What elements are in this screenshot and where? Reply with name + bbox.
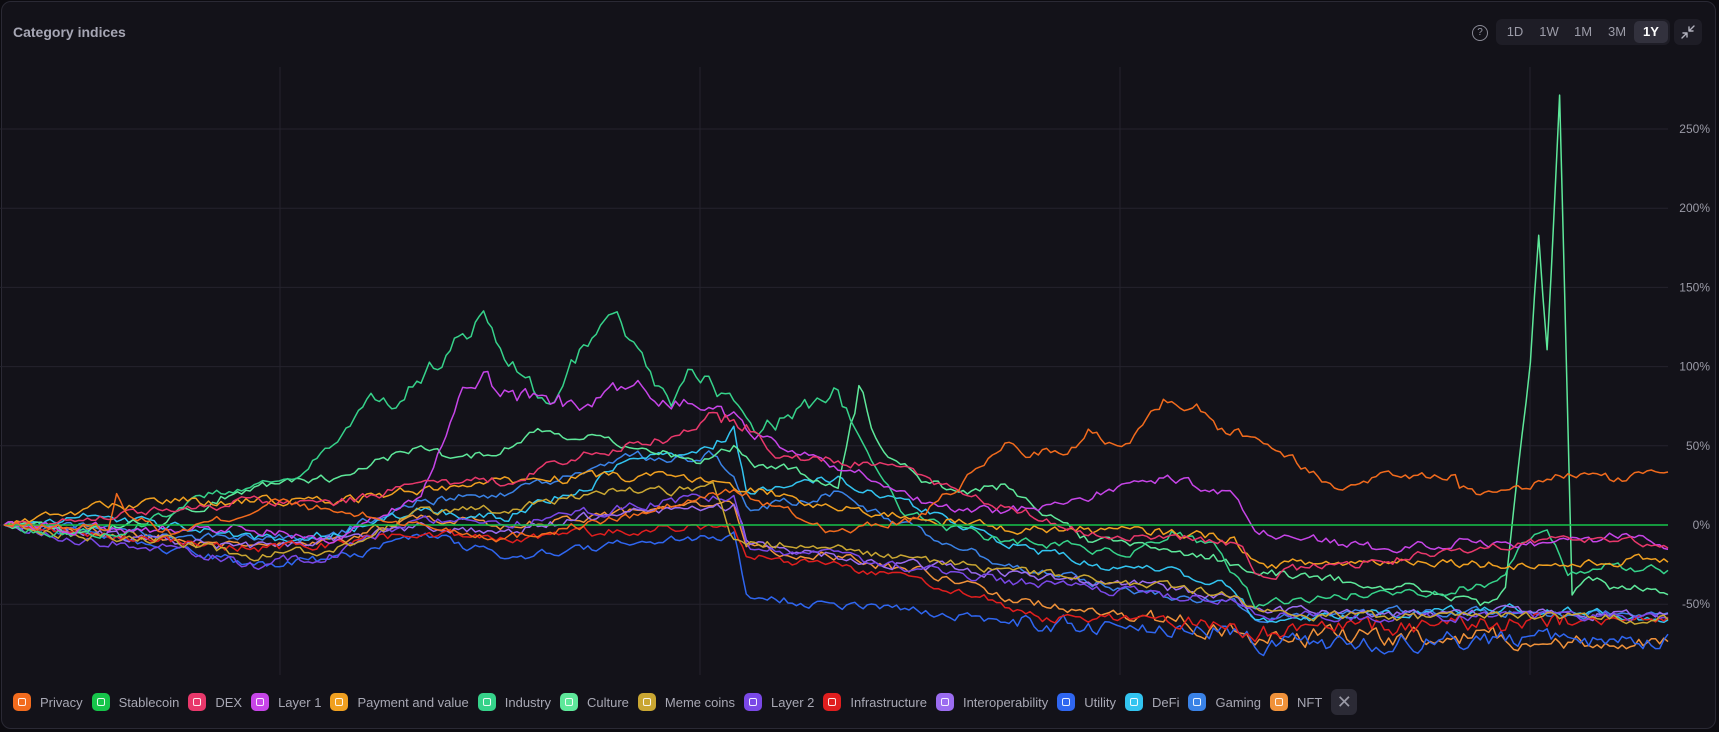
series-line-gaming[interactable] (3, 450, 1669, 624)
time-range-selector: 1D 1W 1M 3M 1Y (1496, 19, 1670, 45)
legend-item-nft[interactable]: NFT (1270, 693, 1322, 711)
y-tick-label: 150% (1679, 280, 1710, 294)
legend-label: Layer 2 (771, 694, 815, 710)
range-1w-button[interactable]: 1W (1539, 24, 1559, 39)
legend-label: Interoperability (962, 694, 1049, 710)
legend-label: Privacy (40, 694, 83, 710)
legend-swatch-icon (91, 693, 110, 711)
y-tick-label: 0% (1693, 518, 1711, 532)
legend-swatch-icon (823, 693, 842, 711)
range-1y-button[interactable]: 1Y (1634, 21, 1668, 43)
legend-swatch-icon (1125, 693, 1144, 711)
legend-item-industry[interactable]: Industry (477, 693, 551, 711)
legend-item-utility[interactable]: Utility (1057, 693, 1116, 711)
series-line-utility[interactable] (3, 521, 1669, 657)
legend-label: Layer 1 (278, 694, 322, 710)
legend-item-privacy[interactable]: Privacy (13, 693, 83, 711)
legend-label: NFT (1297, 694, 1323, 710)
legend-swatch-icon (1188, 693, 1207, 711)
legend-item-layer-1[interactable]: Layer 1 (251, 693, 321, 711)
legend-swatch-icon (637, 693, 656, 711)
legend-item-meme-coins[interactable]: Meme coins (637, 693, 735, 711)
series-line-meme-coins[interactable] (3, 481, 1669, 625)
y-tick-label: 250% (1679, 122, 1710, 136)
legend-swatch-icon (188, 693, 207, 711)
card-title: Category indices (13, 24, 126, 40)
collapse-arrows-icon[interactable] (1674, 19, 1702, 45)
legend-label: Gaming (1215, 694, 1262, 710)
question-circle-icon[interactable]: ? (1472, 25, 1488, 41)
legend-item-dex[interactable]: DEX (188, 693, 242, 711)
legend-label: Industry (504, 694, 551, 710)
legend-label: Payment and value (357, 694, 469, 710)
legend-label: DeFi (1152, 694, 1180, 710)
series-line-infrastructure[interactable] (3, 521, 1669, 643)
legend-swatch-icon (251, 693, 270, 711)
legend-label: Stablecoin (118, 694, 180, 710)
legend-label: Culture (587, 694, 629, 710)
legend-swatch-icon (744, 693, 762, 711)
legend-item-gaming[interactable]: Gaming (1188, 693, 1261, 711)
series-line-layer-2[interactable] (3, 493, 1669, 624)
legend-swatch-icon (13, 693, 31, 711)
legend-item-stablecoin[interactable]: Stablecoin (91, 693, 180, 711)
series-line-culture[interactable] (3, 94, 1669, 607)
legend-label: DEX (215, 694, 243, 710)
legend-item-layer-2[interactable]: Layer 2 (744, 693, 814, 711)
legend-item-defi[interactable]: DeFi (1125, 693, 1179, 711)
range-1m-button[interactable]: 1M (1573, 24, 1593, 39)
legend-label: Infrastructure (850, 694, 927, 710)
y-tick-label: 100% (1679, 360, 1710, 374)
series-line-interoperability[interactable] (3, 503, 1669, 622)
series-line-nft[interactable] (3, 500, 1669, 652)
y-tick-label: 200% (1679, 201, 1710, 215)
series-line-industry[interactable] (3, 310, 1669, 609)
series-line-privacy[interactable] (3, 398, 1669, 543)
y-tick-label: 50% (1686, 439, 1710, 453)
legend-swatch-icon (330, 693, 349, 711)
legend-swatch-icon (477, 693, 496, 711)
close-icon[interactable]: ✕ (1331, 689, 1358, 715)
legend-item-infrastructure[interactable]: Infrastructure (823, 693, 927, 711)
legend-item-culture[interactable]: Culture (560, 693, 629, 711)
legend-swatch-icon (1270, 693, 1289, 711)
legend: Privacy Stablecoin DEX Layer 1 Payment and v… (13, 689, 1358, 715)
legend-swatch-icon (560, 693, 578, 711)
series-line-dex[interactable] (3, 411, 1669, 580)
series-line-layer-1[interactable] (3, 370, 1669, 554)
legend-label: Utility (1084, 694, 1117, 710)
legend-swatch-icon (935, 693, 954, 711)
legend-swatch-icon (1057, 693, 1076, 711)
legend-item-payment-and-value[interactable]: Payment and value (330, 693, 469, 711)
legend-item-interoperability[interactable]: Interoperability (935, 693, 1049, 711)
range-3m-button[interactable]: 3M (1607, 24, 1627, 39)
range-1d-button[interactable]: 1D (1506, 24, 1524, 39)
y-tick-label: -50% (1682, 597, 1710, 611)
legend-label: Meme coins (664, 694, 735, 710)
